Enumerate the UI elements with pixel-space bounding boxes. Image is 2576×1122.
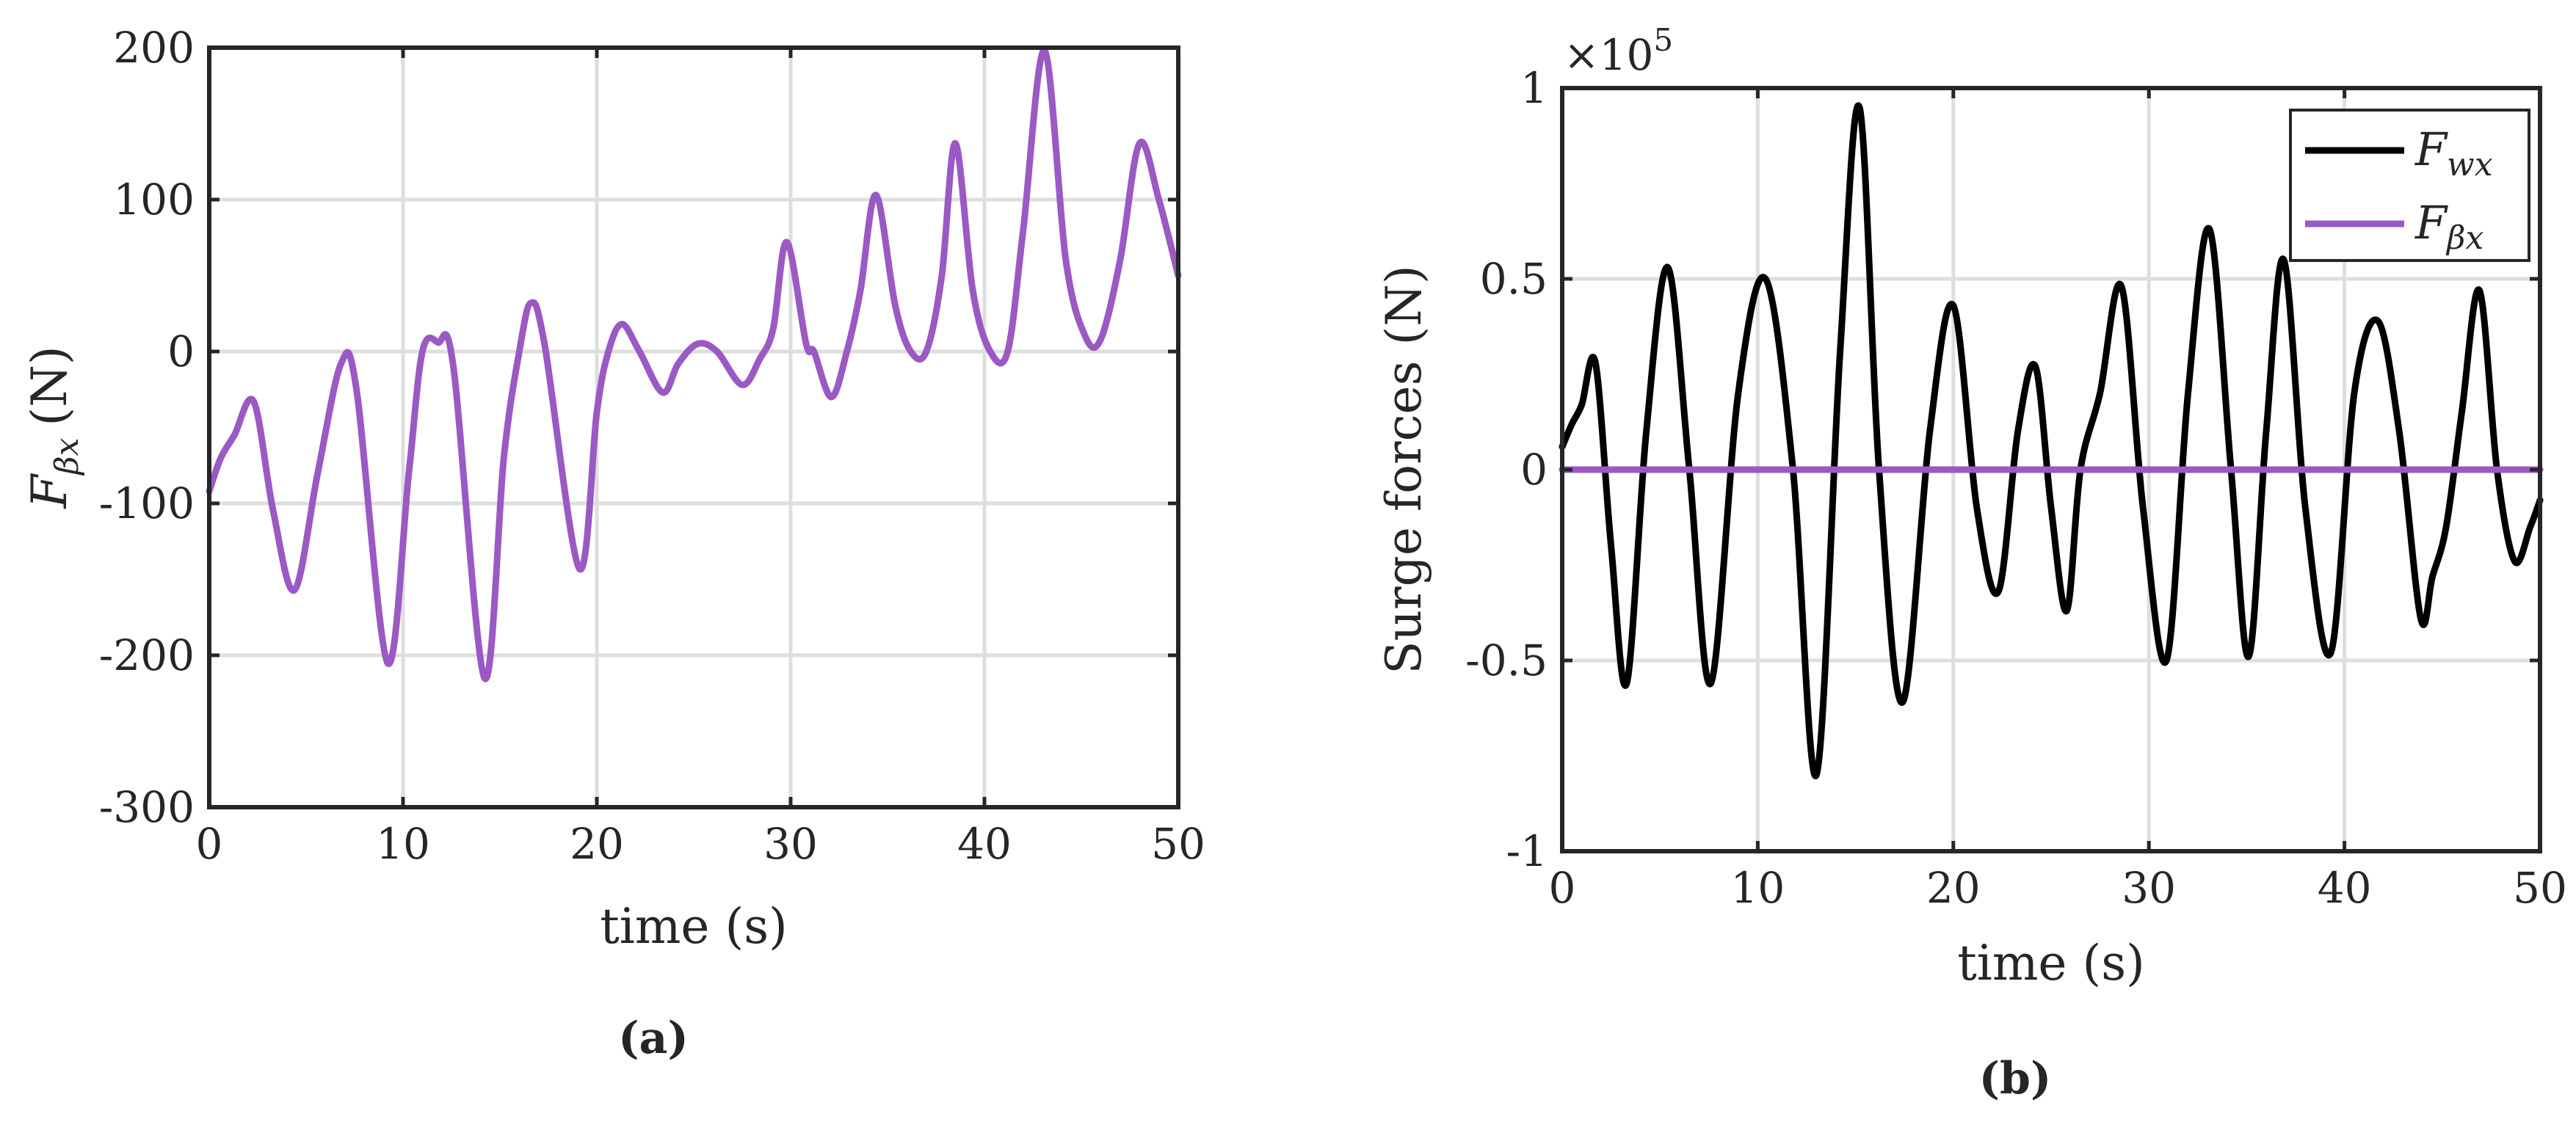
- y-tick-label: -0.5: [1465, 635, 1548, 685]
- legend-label-fbx: Fβx: [2414, 196, 2484, 257]
- legend-label-fwx: Fwx: [2414, 123, 2493, 183]
- y-tick-label: 0: [1520, 445, 1548, 495]
- series-layer-b: [1559, 102, 2544, 779]
- x-axis-label-a: time (s): [600, 898, 788, 955]
- x-tick-label: 50: [2513, 863, 2567, 913]
- y-tick-label: 1: [1520, 63, 1548, 113]
- ticks-b: 0 10 20 30 40 50 -1 -0.5 0 0.5 1: [1465, 63, 2567, 913]
- chart-panel-b: 0 10 20 30 40 50 -1 -0.5 0 0.5 1 ×105 time (s) Sur…: [1376, 22, 2567, 1104]
- legend-label-fwx-main: F: [2414, 123, 2448, 176]
- y-tick-label: -200: [99, 630, 195, 680]
- legend-b: Fwx Fβx: [2289, 109, 2530, 262]
- exponent-base-b: ×10: [1564, 30, 1653, 80]
- y-tick-label: 100: [113, 175, 195, 225]
- y-tick-label: 200: [113, 23, 195, 73]
- plot-frame-a: [207, 45, 1180, 809]
- y-axis-label-a: Fβx (N): [21, 346, 86, 509]
- y-tick-label: -1: [1506, 826, 1548, 876]
- panel-label-a: (a): [618, 1013, 689, 1064]
- y-tick-label: 0: [167, 327, 195, 376]
- x-tick-label: 50: [1151, 819, 1205, 869]
- y-tick-label: -100: [99, 478, 195, 528]
- panel-label-b: (b): [1979, 1053, 2052, 1104]
- x-tick-label: 0: [1549, 863, 1576, 913]
- legend-label-fwx-sub: wx: [2447, 146, 2493, 183]
- exponent-label-b: ×105: [1564, 22, 1673, 80]
- x-tick-label: 20: [1926, 863, 1981, 913]
- series-line-a-0: [206, 47, 1182, 682]
- y-tick-label: 0.5: [1480, 254, 1548, 304]
- exponent-power-b: 5: [1653, 22, 1673, 58]
- series-line-b-0: [1559, 102, 2544, 779]
- legend-label-fbx-sub: βx: [2445, 219, 2484, 257]
- y-axis-label-b: Surge forces (N): [1376, 265, 1432, 674]
- y-axis-label-a-main: F: [21, 473, 78, 509]
- x-axis-label-b: time (s): [1957, 935, 2145, 991]
- y-axis-label-a-unit: (N): [21, 346, 78, 426]
- y-tick-label: -300: [99, 782, 195, 832]
- x-tick-label: 10: [376, 819, 430, 869]
- x-tick-label: 0: [196, 819, 223, 869]
- y-axis-label-a-sub: βx: [48, 437, 86, 476]
- legend-label-fbx-main: F: [2414, 196, 2448, 249]
- x-tick-label: 30: [763, 819, 818, 869]
- x-tick-label: 40: [2318, 863, 2372, 913]
- x-tick-label: 20: [570, 819, 624, 869]
- x-tick-label: 40: [957, 819, 1012, 869]
- legend-box-b: [2289, 109, 2530, 262]
- series-layer-a: [206, 47, 1182, 682]
- x-tick-label: 10: [1730, 863, 1785, 913]
- ticks-a: 0 10 20 30 40 50 -300 -200 -100 0 100 200: [99, 23, 1205, 869]
- x-tick-label: 30: [2122, 863, 2176, 913]
